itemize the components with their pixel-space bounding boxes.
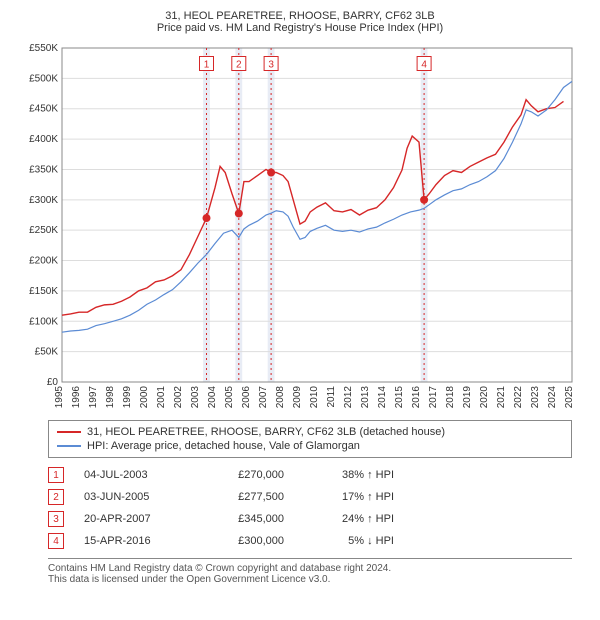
chart-title: 31, HEOL PEARETREE, RHOOSE, BARRY, CF62 … xyxy=(10,10,590,34)
x-tick-label: 2007 xyxy=(258,386,269,409)
x-tick-label: 2012 xyxy=(343,386,354,409)
event-label-num: 2 xyxy=(236,60,242,71)
event-marker: 4 xyxy=(48,533,64,549)
event-dot xyxy=(203,214,211,222)
legend: 31, HEOL PEARETREE, RHOOSE, BARRY, CF62 … xyxy=(48,420,572,458)
x-tick-label: 2018 xyxy=(445,386,456,409)
event-row: 2 03-JUN-2005 £277,500 17% ↑ HPI xyxy=(48,486,572,508)
event-dot xyxy=(235,209,243,217)
y-tick-label: £550K xyxy=(29,43,58,54)
x-tick-label: 2010 xyxy=(309,386,320,409)
event-date: 04-JUL-2003 xyxy=(84,469,184,481)
x-tick-label: 2014 xyxy=(377,386,388,409)
event-dot xyxy=(267,168,275,176)
x-tick-label: 2023 xyxy=(530,386,541,409)
x-tick-label: 2017 xyxy=(428,386,439,409)
event-row: 1 04-JUL-2003 £270,000 38% ↑ HPI xyxy=(48,464,572,486)
y-tick-label: £250K xyxy=(29,225,58,236)
y-tick-label: £150K xyxy=(29,286,58,297)
x-tick-label: 2024 xyxy=(547,386,558,409)
plot-border xyxy=(62,48,572,382)
x-tick-label: 1999 xyxy=(122,386,133,409)
x-tick-label: 1998 xyxy=(105,386,116,409)
event-price: £300,000 xyxy=(204,535,284,547)
y-tick-label: £50K xyxy=(35,347,59,358)
x-tick-label: 1995 xyxy=(54,386,65,409)
legend-item: 31, HEOL PEARETREE, RHOOSE, BARRY, CF62 … xyxy=(57,425,563,439)
x-tick-label: 2000 xyxy=(139,386,150,409)
event-row: 4 15-APR-2016 £300,000 5% ↓ HPI xyxy=(48,530,572,552)
title-line-2: Price paid vs. HM Land Registry's House … xyxy=(10,22,590,34)
event-marker: 1 xyxy=(48,467,64,483)
y-tick-label: £350K xyxy=(29,164,58,175)
event-pct: 24% ↑ HPI xyxy=(304,513,394,525)
series-price_paid xyxy=(62,100,564,316)
y-tick-label: £100K xyxy=(29,316,58,327)
y-tick-label: £500K xyxy=(29,73,58,84)
legend-label: 31, HEOL PEARETREE, RHOOSE, BARRY, CF62 … xyxy=(87,426,445,438)
x-tick-label: 2021 xyxy=(496,386,507,409)
event-label-num: 4 xyxy=(421,60,427,71)
event-label-num: 1 xyxy=(204,60,210,71)
event-dot xyxy=(420,196,428,204)
legend-item: HPI: Average price, detached house, Vale… xyxy=(57,439,563,453)
x-tick-label: 2004 xyxy=(207,386,218,409)
title-line-1: 31, HEOL PEARETREE, RHOOSE, BARRY, CF62 … xyxy=(10,10,590,22)
x-tick-label: 2001 xyxy=(156,386,167,409)
event-pct: 38% ↑ HPI xyxy=(304,469,394,481)
x-tick-label: 2025 xyxy=(564,386,575,409)
y-tick-label: £400K xyxy=(29,134,58,145)
event-label-num: 3 xyxy=(268,60,274,71)
chart-svg: 1234£0£50K£100K£150K£200K£250K£300K£350K… xyxy=(20,40,580,410)
footer: Contains HM Land Registry data © Crown c… xyxy=(48,558,572,585)
x-tick-label: 2015 xyxy=(394,386,405,409)
event-row: 3 20-APR-2007 £345,000 24% ↑ HPI xyxy=(48,508,572,530)
x-tick-label: 2009 xyxy=(292,386,303,409)
x-tick-label: 2016 xyxy=(411,386,422,409)
event-price: £345,000 xyxy=(204,513,284,525)
footer-line-1: Contains HM Land Registry data © Crown c… xyxy=(48,563,572,574)
legend-swatch xyxy=(57,431,81,433)
legend-label: HPI: Average price, detached house, Vale… xyxy=(87,440,360,452)
x-tick-label: 2005 xyxy=(224,386,235,409)
event-date: 15-APR-2016 xyxy=(84,535,184,547)
x-tick-label: 2003 xyxy=(190,386,201,409)
event-table: 1 04-JUL-2003 £270,000 38% ↑ HPI 2 03-JUN-200… xyxy=(48,464,572,552)
legend-swatch xyxy=(57,445,81,447)
x-tick-label: 2019 xyxy=(462,386,473,409)
x-tick-label: 2008 xyxy=(275,386,286,409)
x-tick-label: 2022 xyxy=(513,386,524,409)
event-price: £270,000 xyxy=(204,469,284,481)
event-date: 20-APR-2007 xyxy=(84,513,184,525)
x-tick-label: 1996 xyxy=(71,386,82,409)
event-price: £277,500 xyxy=(204,491,284,503)
y-tick-label: £200K xyxy=(29,256,58,267)
x-tick-label: 2013 xyxy=(360,386,371,409)
event-pct: 17% ↑ HPI xyxy=(304,491,394,503)
x-tick-label: 1997 xyxy=(88,386,99,409)
event-marker: 3 xyxy=(48,511,64,527)
y-tick-label: £450K xyxy=(29,104,58,115)
event-date: 03-JUN-2005 xyxy=(84,491,184,503)
footer-line-2: This data is licensed under the Open Gov… xyxy=(48,574,572,585)
event-marker: 2 xyxy=(48,489,64,505)
x-tick-label: 2020 xyxy=(479,386,490,409)
x-tick-label: 2011 xyxy=(326,386,337,408)
chart-area: 1234£0£50K£100K£150K£200K£250K£300K£350K… xyxy=(20,40,580,410)
x-tick-label: 2002 xyxy=(173,386,184,409)
x-tick-label: 2006 xyxy=(241,386,252,409)
y-tick-label: £300K xyxy=(29,195,58,206)
event-pct: 5% ↓ HPI xyxy=(304,535,394,547)
